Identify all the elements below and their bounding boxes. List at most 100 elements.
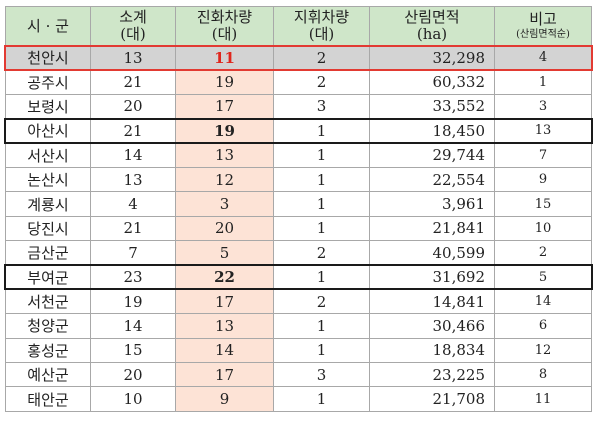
- cell-command-vehicles: 1: [273, 386, 370, 412]
- cell-command-vehicles: 1: [273, 313, 370, 339]
- cell-forest-area: 29,744: [369, 142, 495, 168]
- cell-note-rank: 2: [494, 240, 592, 266]
- cell-total: 7: [90, 240, 176, 266]
- header-command-unit: (대): [308, 25, 335, 43]
- cell-total: 14: [90, 142, 176, 168]
- cell-region: 예산군: [5, 362, 91, 388]
- cell-region: 부여군: [5, 264, 91, 290]
- forest-vehicle-table: 시 · 군 소계 (대) 진화차량 (대) 지휘차량 (대) 산림면적 (ha)…: [5, 6, 592, 412]
- cell-command-vehicles: 2: [273, 44, 370, 71]
- cell-note-rank: 13: [494, 118, 592, 144]
- cell-total: 13: [90, 44, 176, 71]
- cell-note-rank: 8: [494, 362, 592, 388]
- cell-region: 아산시: [5, 118, 91, 144]
- cell-total: 21: [90, 118, 176, 144]
- table-row: 예산군 20 17 3 23,225 8: [5, 362, 592, 388]
- cell-total: 14: [90, 313, 176, 339]
- header-total-unit: (대): [120, 25, 146, 43]
- cell-note-rank: 14: [494, 288, 592, 315]
- table-row: 공주시 21 19 2 60,332 1: [5, 69, 592, 95]
- cell-region: 당진시: [5, 215, 91, 242]
- cell-region: 공주시: [5, 69, 91, 95]
- table-row: 천안시 13 11 2 32,298 4: [5, 44, 592, 71]
- cell-note-rank: 11: [494, 386, 592, 412]
- cell-total: 20: [90, 93, 176, 120]
- cell-region: 청양군: [5, 313, 91, 339]
- cell-note-rank: 12: [494, 337, 592, 364]
- table-row: 아산시 21 19 1 18,450 13: [5, 118, 592, 144]
- cell-region: 태안군: [5, 386, 91, 412]
- header-area-unit: (ha): [416, 25, 448, 43]
- cell-region: 보령시: [5, 93, 91, 120]
- header-fire-label: 진화차량: [196, 8, 253, 26]
- table-body: 천안시 13 11 2 32,298 4 공주시 21 19 2 60,332 1 보령시 20 17 3 33…: [5, 44, 592, 412]
- table-row: 계룡시 4 3 1 3,961 15: [5, 191, 592, 217]
- cell-fire-vehicles: 13: [175, 313, 274, 339]
- table-row: 논산시 13 12 1 22,554 9: [5, 166, 592, 193]
- header-fire-unit: (대): [211, 25, 238, 43]
- cell-command-vehicles: 1: [273, 118, 370, 144]
- header-forest-area: 산림면적 (ha): [369, 6, 495, 46]
- table-row: 서산시 14 13 1 29,744 7: [5, 142, 592, 168]
- cell-command-vehicles: 1: [273, 166, 370, 193]
- cell-forest-area: 14,841: [369, 288, 495, 315]
- header-note: 비고 (산림면적순): [494, 6, 592, 46]
- header-command-label: 지휘차량: [293, 8, 350, 26]
- cell-fire-vehicles: 9: [175, 386, 274, 412]
- table-row: 보령시 20 17 3 33,552 3: [5, 93, 592, 120]
- cell-command-vehicles: 2: [273, 288, 370, 315]
- cell-total: 20: [90, 362, 176, 388]
- cell-fire-vehicles: 20: [175, 215, 274, 242]
- header-note-label: 비고: [529, 10, 557, 28]
- table-row: 금산군 7 5 2 40,599 2: [5, 240, 592, 266]
- table-row: 청양군 14 13 1 30,466 6: [5, 313, 592, 339]
- cell-command-vehicles: 3: [273, 362, 370, 388]
- header-fire-vehicles: 진화차량 (대): [175, 6, 274, 46]
- cell-note-rank: 5: [494, 264, 592, 290]
- cell-forest-area: 32,298: [369, 44, 495, 71]
- cell-fire-vehicles: 11: [175, 44, 274, 71]
- cell-command-vehicles: 3: [273, 93, 370, 120]
- cell-region: 홍성군: [5, 337, 91, 364]
- cell-fire-vehicles: 17: [175, 362, 274, 388]
- header-region-label: 시 · 군: [27, 16, 69, 35]
- header-command-vehicles: 지휘차량 (대): [273, 6, 370, 46]
- cell-total: 21: [90, 69, 176, 95]
- cell-fire-vehicles: 19: [175, 118, 274, 144]
- cell-region: 논산시: [5, 166, 91, 193]
- cell-note-rank: 10: [494, 215, 592, 242]
- cell-command-vehicles: 1: [273, 142, 370, 168]
- cell-forest-area: 31,692: [369, 264, 495, 290]
- cell-command-vehicles: 2: [273, 240, 370, 266]
- cell-forest-area: 33,552: [369, 93, 495, 120]
- cell-command-vehicles: 1: [273, 215, 370, 242]
- table-row: 서천군 19 17 2 14,841 14: [5, 288, 592, 315]
- cell-fire-vehicles: 19: [175, 69, 274, 95]
- cell-forest-area: 22,554: [369, 166, 495, 193]
- cell-total: 15: [90, 337, 176, 364]
- table-row: 태안군 10 9 1 21,708 11: [5, 386, 592, 412]
- cell-note-rank: 6: [494, 313, 592, 339]
- table-row: 부여군 23 22 1 31,692 5: [5, 264, 592, 290]
- header-area-label: 산림면적: [404, 8, 460, 26]
- header-total-label: 소계: [119, 8, 147, 26]
- cell-forest-area: 21,708: [369, 386, 495, 412]
- cell-forest-area: 18,450: [369, 118, 495, 144]
- cell-note-rank: 15: [494, 191, 592, 217]
- cell-fire-vehicles: 12: [175, 166, 274, 193]
- cell-note-rank: 7: [494, 142, 592, 168]
- cell-fire-vehicles: 5: [175, 240, 274, 266]
- cell-total: 19: [90, 288, 176, 315]
- cell-fire-vehicles: 17: [175, 288, 274, 315]
- header-row: 시 · 군 소계 (대) 진화차량 (대) 지휘차량 (대) 산림면적 (ha)…: [5, 6, 592, 46]
- cell-command-vehicles: 1: [273, 337, 370, 364]
- cell-note-rank: 4: [494, 44, 592, 71]
- table-row: 당진시 21 20 1 21,841 10: [5, 215, 592, 242]
- cell-command-vehicles: 2: [273, 69, 370, 95]
- cell-total: 13: [90, 166, 176, 193]
- cell-region: 서산시: [5, 142, 91, 168]
- cell-total: 23: [90, 264, 176, 290]
- cell-forest-area: 18,834: [369, 337, 495, 364]
- cell-total: 21: [90, 215, 176, 242]
- cell-forest-area: 23,225: [369, 362, 495, 388]
